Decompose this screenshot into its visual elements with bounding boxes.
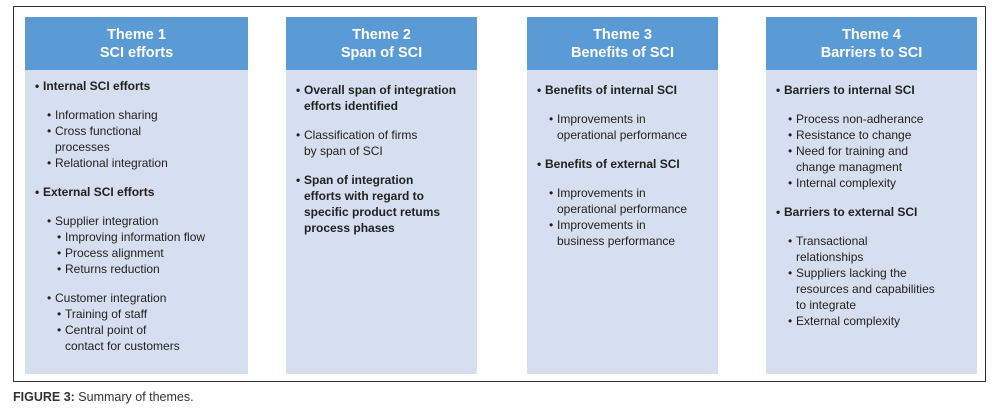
theme-body: Barriers to internal SCI Process non-adhe… [766, 70, 977, 329]
list-item: Barriers to external SCI [776, 204, 969, 220]
item-group: Benefits of external SCI [537, 156, 710, 172]
list-item: Process alignment [57, 245, 240, 261]
item-group: Classification of firms by span of SCI [296, 127, 469, 159]
theme-1-column: Theme 1 SCI efforts Internal SCI efforts In… [25, 17, 248, 374]
caption-label: FIGURE 3: [13, 390, 75, 404]
list-item: Improvements in operational performance [549, 111, 710, 143]
theme-header: Theme 4 Barriers to SCI [766, 17, 977, 70]
item-group: Supplier integrationImproving informatio… [35, 213, 240, 277]
item-group: Barriers to external SCI [776, 204, 969, 220]
list-item: Barriers to internal SCI [776, 82, 969, 98]
list-item: Returns reduction [57, 261, 240, 277]
theme-header: Theme 2 Span of SCI [286, 17, 477, 70]
item-group: Improvements in operational performanceI… [537, 185, 710, 249]
theme-4-column: Theme 4 Barriers to SCI Barriers to intern… [766, 17, 977, 374]
list-item: Suppliers lacking the resources and capa… [788, 265, 969, 313]
item-group: Overall span of integration efforts iden… [296, 82, 469, 114]
figure-caption: FIGURE 3: Summary of themes. [13, 390, 194, 404]
list-item: Span of integration efforts with regard … [296, 172, 469, 236]
list-item: External SCI efforts [35, 184, 240, 200]
theme-subtitle: Benefits of SCI [570, 45, 675, 61]
theme-3-column: Theme 3 Benefits of SCI Benefits of intern… [527, 17, 718, 374]
item-group: Information sharingCross functional proc… [35, 107, 240, 171]
list-item: Information sharing [47, 107, 240, 123]
list-item: Relational integration [47, 155, 240, 171]
item-group: Improvements in operational performance [537, 111, 710, 143]
theme-header: Theme 3 Benefits of SCI [527, 17, 718, 70]
theme-2-column: Theme 2 Span of SCI Overall span of integr… [286, 17, 477, 374]
item-group: Process non-adheranceResistance to chang… [776, 111, 969, 191]
theme-title: Theme 3 [593, 27, 652, 43]
item-group: Barriers to internal SCI [776, 82, 969, 98]
theme-body: Internal SCI effortsInformation sharingC… [25, 70, 248, 354]
list-item: Benefits of external SCI [537, 156, 710, 172]
item-group: External SCI efforts [35, 184, 240, 200]
list-item: Improvements in operational performance [549, 185, 710, 217]
theme-body: Overall span of integration efforts iden… [286, 70, 477, 236]
figure-frame [13, 6, 986, 382]
item-group: Customer integrationTraining of staffCen… [35, 290, 240, 354]
list-item: Transactional relationships [788, 233, 969, 265]
theme-title: Theme 1 [107, 27, 166, 43]
theme-subtitle: Barriers to SCI [820, 45, 923, 61]
theme-subtitle: SCI efforts [99, 45, 174, 61]
list-item: Resistance to change [788, 127, 969, 143]
list-item: Improving information flow [57, 229, 240, 245]
theme-header: Theme 1 SCI efforts [25, 17, 248, 70]
item-group: Benefits of internal SCI [537, 82, 710, 98]
list-item: Central point of contact for customers [57, 322, 240, 354]
list-item: Internal SCI efforts [35, 78, 240, 94]
theme-title: Theme 2 [352, 27, 411, 43]
list-item: Customer integration [47, 290, 240, 306]
list-item: Classification of firms by span of SCI [296, 127, 469, 159]
list-item: Need for training and change managment [788, 143, 969, 175]
theme-subtitle: Span of SCI [340, 45, 423, 61]
list-item: Improvements in business performance [549, 217, 710, 249]
item-group: Transactional relationshipsSuppliers lac… [776, 233, 969, 329]
list-item: Cross functional processes [47, 123, 240, 155]
item-group: Internal SCI efforts [35, 78, 240, 94]
list-item: Benefits of internal SCI [537, 82, 710, 98]
caption-text: Summary of themes. [74, 390, 194, 404]
list-item: Internal complexity [788, 175, 969, 191]
list-item: Process non-adherance [788, 111, 969, 127]
list-item: External complexity [788, 313, 969, 329]
theme-body: Benefits of internal SCI Improvements in … [527, 70, 718, 249]
list-item: Training of staff [57, 306, 240, 322]
list-item: Overall span of integration efforts iden… [296, 82, 469, 114]
list-item: Supplier integration [47, 213, 240, 229]
item-group: Span of integration efforts with regard … [296, 172, 469, 236]
theme-title: Theme 4 [842, 27, 901, 43]
